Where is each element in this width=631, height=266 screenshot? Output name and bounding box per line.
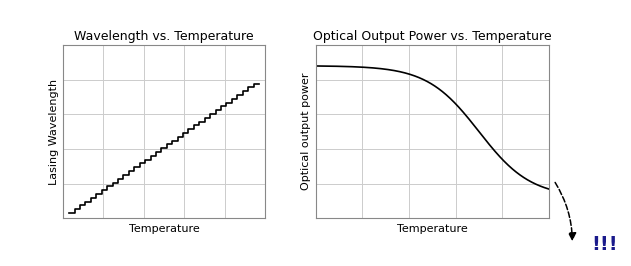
- Y-axis label: Optical output power: Optical output power: [302, 73, 311, 190]
- X-axis label: Temperature: Temperature: [397, 224, 468, 234]
- Title: Optical Output Power vs. Temperature: Optical Output Power vs. Temperature: [313, 30, 551, 43]
- Text: !!!: !!!: [591, 235, 618, 253]
- Title: Wavelength vs. Temperature: Wavelength vs. Temperature: [74, 30, 254, 43]
- Y-axis label: Lasing Wavelength: Lasing Wavelength: [49, 79, 59, 185]
- X-axis label: Temperature: Temperature: [129, 224, 199, 234]
